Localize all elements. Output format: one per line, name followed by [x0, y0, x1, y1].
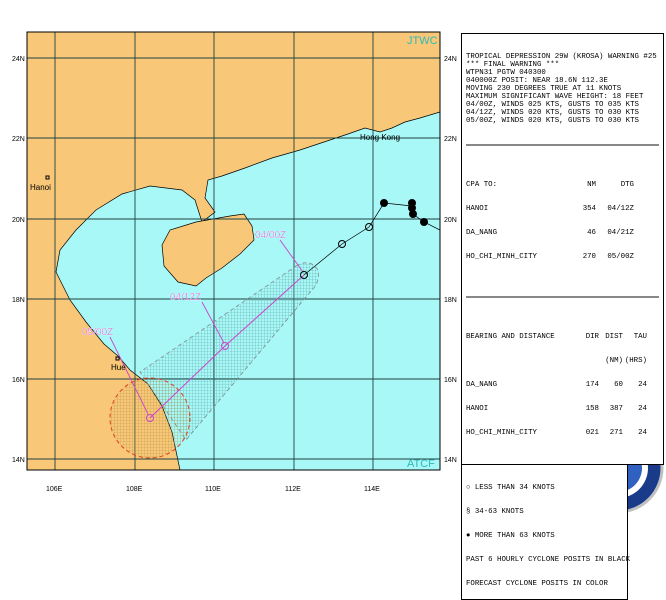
city-hong-kong: Hong Kong — [360, 133, 400, 142]
mainland — [27, 32, 440, 470]
svg-text:22N: 22N — [444, 136, 457, 143]
cpa-table: CPA TO: NM DTG HANOI 354 04/12Z DA_NANG 46 04/… — [466, 181, 634, 261]
label-04-12z: 04/12Z — [170, 292, 201, 303]
svg-text:24N: 24N — [444, 56, 457, 63]
city-hue: Hue — [111, 363, 126, 372]
tropical-storm-icon: § — [466, 508, 475, 516]
label-04-00z: 04/00Z — [255, 230, 286, 241]
svg-text:14N: 14N — [12, 457, 25, 464]
grid — [27, 32, 440, 470]
hanoi-marker — [45, 175, 50, 180]
agency-atcf: ATCF — [407, 458, 435, 470]
svg-text:112E: 112E — [285, 486, 301, 493]
forecast-cone — [139, 262, 319, 441]
posit-04-00z — [300, 271, 308, 279]
svg-text:24N: 24N — [12, 56, 25, 63]
svg-text:18N: 18N — [444, 297, 457, 304]
warning-panel: TROPICAL DEPRESSION 29W (KROSA) WARNING … — [461, 33, 664, 465]
lon-labels: 106E 108E 110E 112E 114E — [46, 486, 380, 493]
hue-marker — [115, 356, 120, 361]
svg-text:20N: 20N — [444, 217, 457, 224]
svg-text:110E: 110E — [205, 486, 221, 493]
lat-labels: 24N 22N 20N 18N 16N 14N 24N 22N 20N 18N 16N 14N — [12, 56, 457, 464]
svg-text:16N: 16N — [12, 377, 25, 384]
city-hanoi: Hanoi — [30, 183, 51, 192]
typhoon-icon: ● — [466, 532, 475, 540]
open-circle-icon: ○ — [466, 484, 475, 492]
agency-jtwc: JTWC — [407, 35, 438, 47]
svg-text:20N: 20N — [12, 217, 25, 224]
posit-05-00z — [146, 414, 154, 422]
legend-panel: ○ LESS THAN 34 KNOTS § 34-63 KNOTS ● MOR… — [461, 464, 630, 600]
svg-text:106E: 106E — [46, 486, 63, 493]
posit-04-12z — [221, 342, 229, 350]
svg-text:14N: 14N — [444, 457, 457, 464]
label-05-00z: 05/00Z — [82, 327, 113, 338]
bearing-table: BEARING AND DISTANCE DIR DIST TAU (NM) (HRS)… — [466, 333, 647, 437]
svg-text:16N: 16N — [444, 377, 457, 384]
svg-text:22N: 22N — [12, 136, 25, 143]
svg-text:18N: 18N — [12, 297, 25, 304]
forecast-track — [149, 274, 305, 419]
track-map: Hanoi Hong Kong Hue 04/00Z 04/12Z 05/00Z… — [12, 31, 664, 514]
svg-text:108E: 108E — [126, 486, 143, 493]
hainan-island — [161, 213, 255, 287]
svg-text:114E: 114E — [364, 486, 380, 493]
past-posits — [338, 199, 428, 248]
